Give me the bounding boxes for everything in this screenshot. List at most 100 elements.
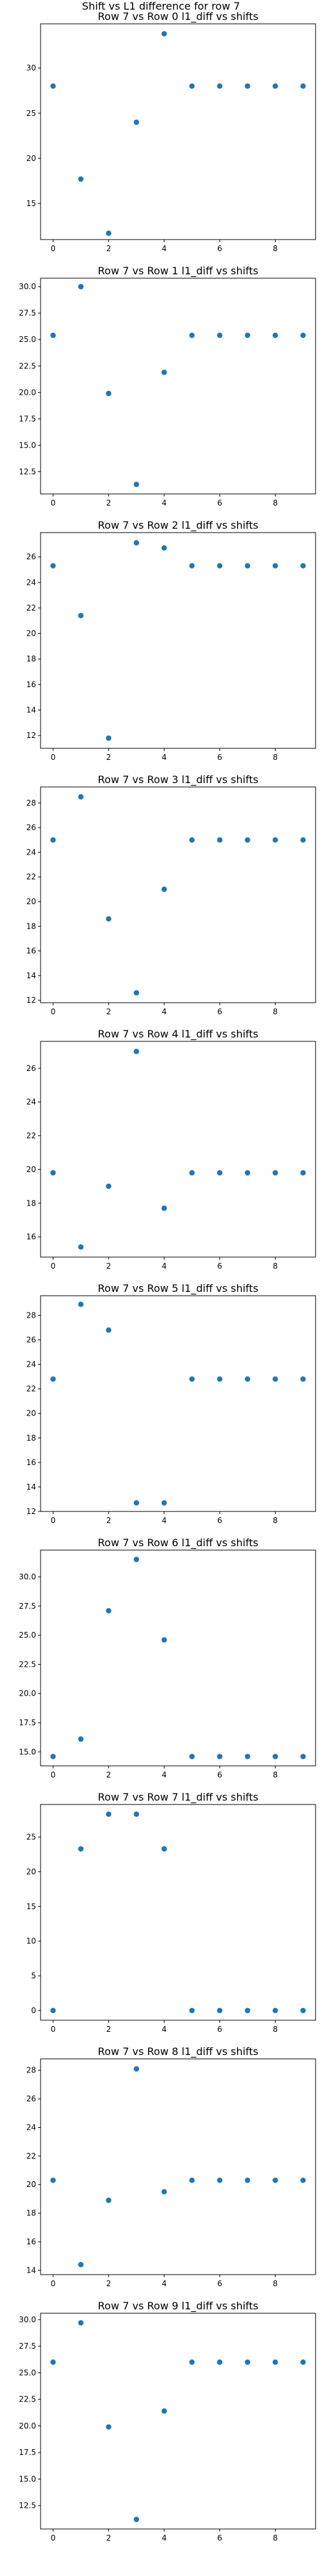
y-tick-label: 15.0 (19, 2474, 36, 2483)
x-tick-label: 8 (273, 753, 278, 762)
y-tick-label: 10 (26, 1937, 36, 1946)
data-point (162, 1846, 167, 1852)
y-tick-label: 20 (26, 2180, 36, 2189)
data-point (245, 1754, 250, 1759)
x-tick-label: 6 (217, 2533, 222, 2543)
subplot-title: Row 7 vs Row 0 l1_diff vs shifts (98, 10, 258, 23)
y-tick-label: 17.5 (19, 414, 36, 423)
subplot-1: Row 7 vs Row 1 l1_diff vs shifts0 2 4 6 812.… (19, 265, 316, 507)
y-tick-label: 24 (26, 1097, 36, 1106)
subplot-title: Row 7 vs Row 6 l1_diff vs shifts (98, 1537, 258, 1549)
data-point (162, 370, 167, 375)
data-point (217, 1170, 222, 1175)
subplot-title: Row 7 vs Row 7 l1_diff vs shifts (98, 1791, 258, 1804)
data-point (272, 2008, 278, 2013)
data-point (300, 563, 305, 568)
data-point (300, 1376, 305, 1381)
y-tick-label: 12.5 (19, 2501, 36, 2510)
y-tick-label: 25 (26, 1833, 36, 1842)
data-point (272, 837, 278, 842)
y-tick-label: 15.0 (19, 440, 36, 450)
x-tick-label: 8 (273, 1770, 278, 1779)
y-tick-label: 12 (26, 1507, 36, 1516)
y-tick-label: 27.5 (19, 1602, 36, 1611)
data-point (162, 1500, 167, 1505)
y-tick-label: 24 (26, 848, 36, 857)
data-point (189, 1754, 194, 1759)
x-tick-label: 8 (273, 244, 278, 253)
y-tick-label: 18 (26, 922, 36, 931)
data-point (217, 1376, 222, 1381)
y-tick-label: 14 (26, 971, 36, 980)
y-tick-label: 14 (26, 1482, 36, 1492)
x-tick-label: 2 (106, 753, 111, 762)
data-point (300, 2360, 305, 2365)
data-point (217, 84, 222, 89)
data-point (272, 1754, 278, 1759)
x-tick-label: 6 (217, 2025, 222, 2034)
y-tick-label: 22.5 (19, 361, 36, 370)
data-point (134, 1500, 139, 1505)
subplot-title: Row 7 vs Row 2 l1_diff vs shifts (98, 519, 258, 532)
y-tick-label: 30.0 (19, 282, 36, 291)
y-tick-label: 25.0 (19, 1631, 36, 1640)
y-tick-label: 22 (26, 873, 36, 882)
y-tick-label: 16 (26, 2237, 36, 2246)
data-point (50, 332, 55, 337)
data-point (300, 84, 305, 89)
data-point (106, 391, 111, 396)
x-tick-label: 0 (51, 1770, 56, 1779)
y-tick-label: 26 (26, 1064, 36, 1073)
data-point (245, 2177, 250, 2183)
data-point (217, 837, 222, 842)
data-point (272, 2177, 278, 2183)
x-tick-label: 6 (217, 2279, 222, 2288)
subplot-3: Row 7 vs Row 3 l1_diff vs shifts0 2 4 6 8121… (26, 773, 316, 1016)
data-point (106, 1327, 111, 1332)
data-point (106, 2424, 111, 2429)
y-tick-label: 18 (26, 654, 36, 663)
subplot-title: Row 7 vs Row 8 l1_diff vs shifts (98, 2045, 258, 2058)
data-point (50, 837, 55, 842)
data-point (272, 84, 278, 89)
y-tick-label: 12 (26, 996, 36, 1005)
y-tick-label: 26 (26, 2094, 36, 2103)
y-tick-label: 25.0 (19, 335, 36, 344)
x-tick-label: 2 (106, 2025, 111, 2034)
subplot-0: Row 7 vs Row 0 l1_diff vs shifts 0 2 4 6 8 15 2… (26, 10, 316, 253)
y-tick-label: 22.5 (19, 1660, 36, 1669)
y-tick-label: 30 (26, 64, 36, 73)
data-point (162, 31, 167, 36)
y-tick-label: 5 (31, 1971, 36, 1980)
data-point (162, 2409, 167, 2414)
y-tick-label: 12 (26, 731, 36, 740)
data-point (217, 563, 222, 568)
subplot-title: Row 7 vs Row 3 l1_diff vs shifts (98, 773, 258, 786)
data-point (300, 837, 305, 842)
y-tick-label: 12.5 (19, 468, 36, 477)
data-point (106, 1812, 111, 1817)
y-tick-label: 17.5 (19, 1718, 36, 1727)
x-tick-label: 0 (51, 244, 56, 253)
x-tick-label: 2 (106, 1262, 111, 1271)
x-tick-label: 6 (217, 1516, 222, 1525)
data-point (134, 482, 139, 487)
y-tick-label: 20 (26, 1867, 36, 1876)
data-point (134, 990, 139, 995)
x-tick-label: 0 (51, 753, 56, 762)
data-point (272, 1170, 278, 1175)
data-point (78, 2262, 83, 2267)
y-tick-label: 27.5 (19, 308, 36, 317)
y-tick-label: 24 (26, 578, 36, 587)
data-point (217, 2008, 222, 2013)
y-tick-label: 25 (26, 109, 36, 118)
y-tick-label: 28 (26, 1311, 36, 1320)
data-point (134, 1557, 139, 1562)
y-tick-label: 26 (26, 823, 36, 832)
data-point (189, 1170, 194, 1175)
x-tick-label: 6 (217, 1262, 222, 1271)
data-point (78, 176, 83, 182)
x-tick-label: 8 (273, 1262, 278, 1271)
data-point (162, 1206, 167, 1211)
